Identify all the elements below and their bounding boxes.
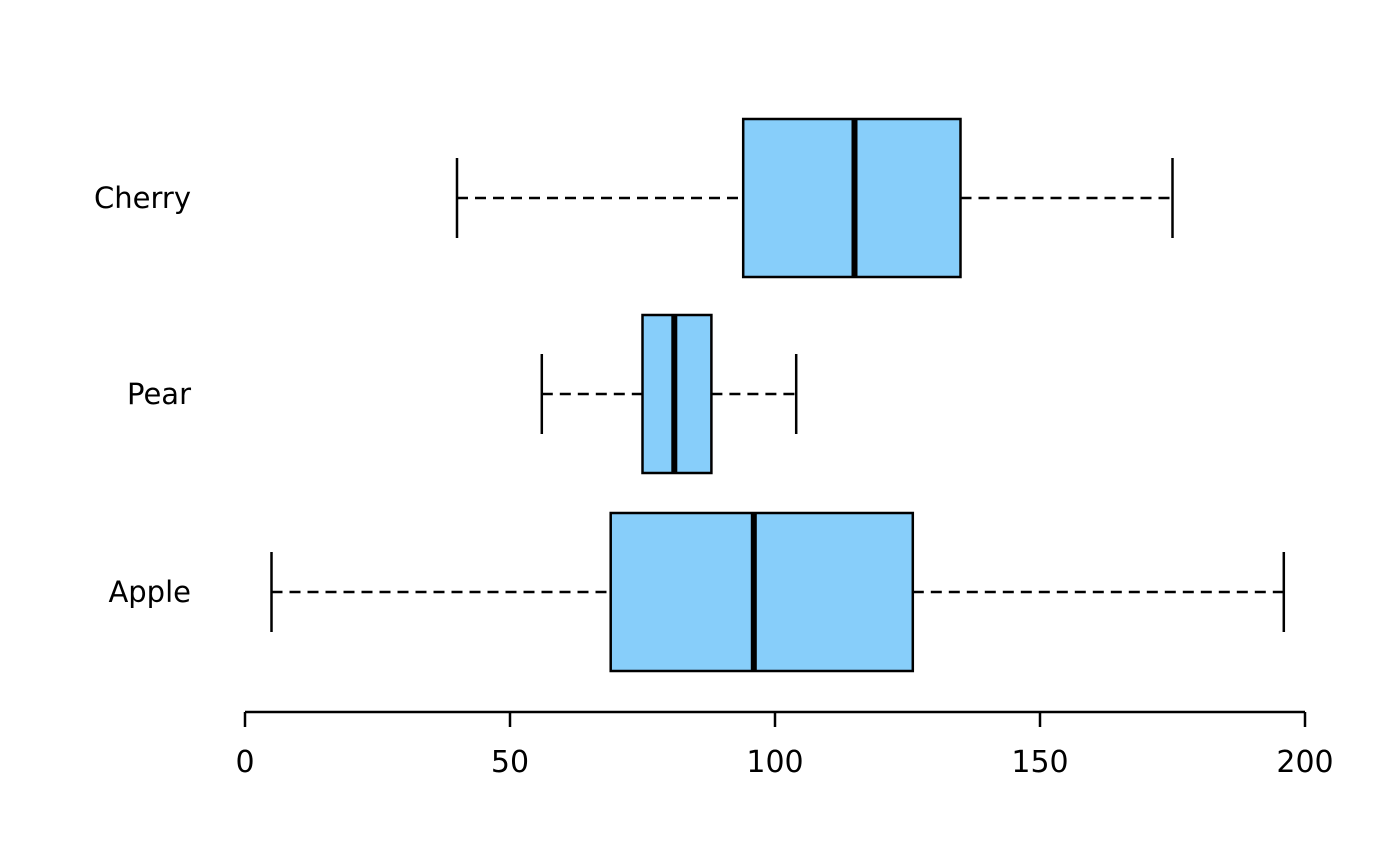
x-tick-label-150: 150 [1011, 745, 1068, 780]
category-label-apple: Apple [108, 575, 191, 609]
x-tick-label-50: 50 [491, 745, 529, 780]
x-tick-label-100: 100 [746, 745, 803, 780]
x-tick-label-0: 0 [235, 745, 254, 780]
x-tick-label-200: 200 [1276, 745, 1333, 780]
box-apple [609, 511, 915, 673]
category-label-pear: Pear [127, 377, 191, 411]
category-label-cherry: Cherry [94, 181, 191, 215]
